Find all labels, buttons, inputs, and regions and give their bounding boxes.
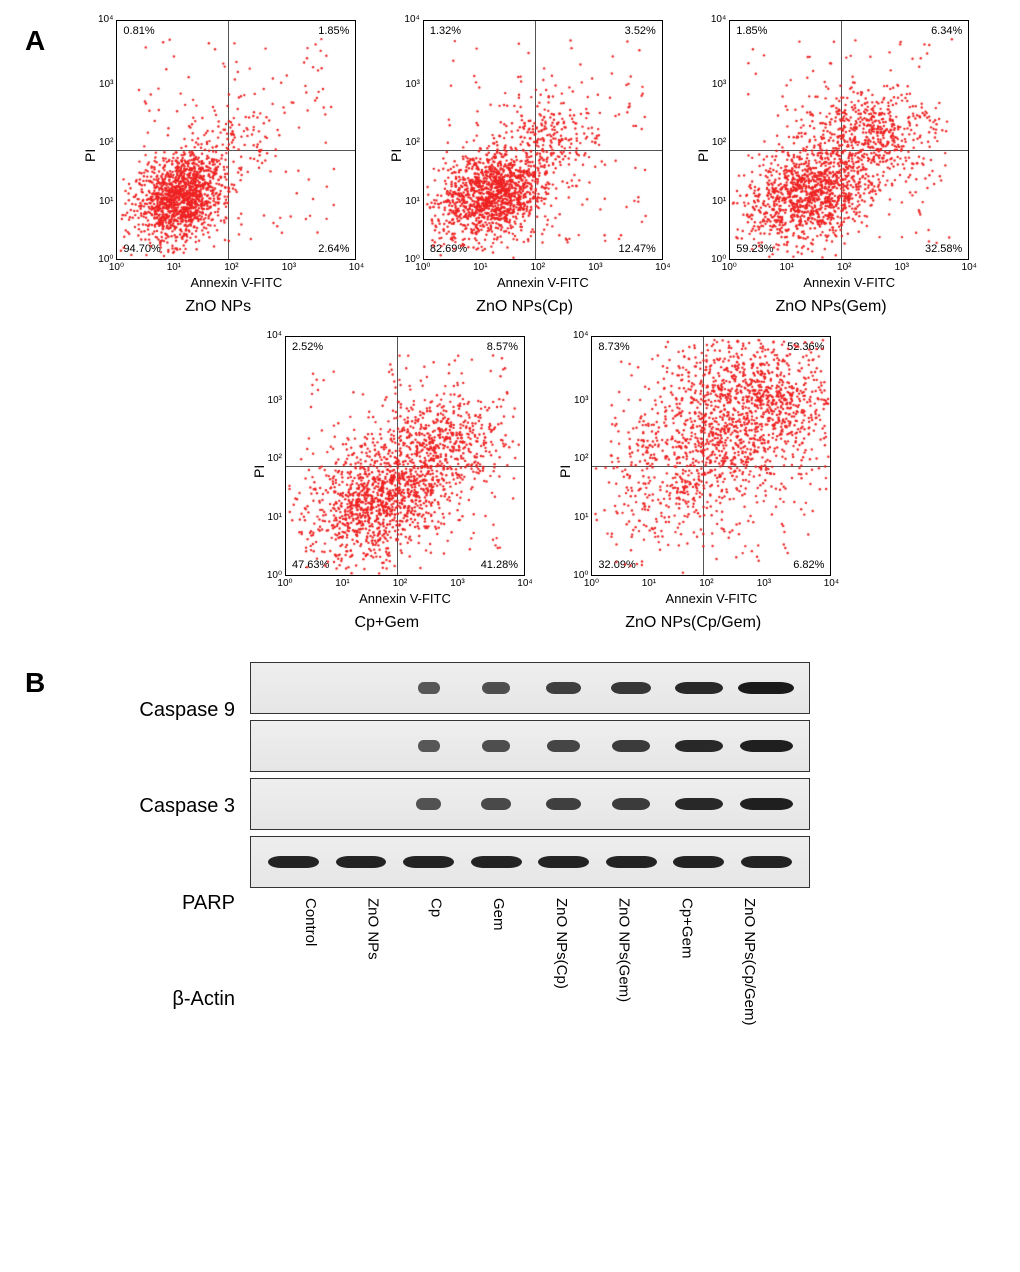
x-ticks: 10⁰10¹10²10³10⁴ (285, 576, 525, 589)
blot-row (250, 720, 810, 772)
scatter-plot: PI10⁰10¹10²10³10⁴8.73%52.36%32.09%6.82%1… (555, 336, 831, 632)
scatter-canvas: 0.81%1.85%94.70%2.64% (116, 20, 356, 260)
lane-label: Cp (427, 898, 444, 1048)
protein-label: Caspase 3 (80, 781, 235, 833)
blot-band (740, 798, 793, 810)
scatter-plot: PI10⁰10¹10²10³10⁴0.81%1.85%94.70%2.64%10… (80, 20, 356, 316)
lane-label: Control (302, 898, 319, 1048)
blot-band (403, 856, 454, 868)
blot-band (606, 856, 657, 868)
scatter-plot: PI10⁰10¹10²10³10⁴2.52%8.57%47.63%41.28%1… (249, 336, 525, 632)
blot-band (268, 856, 319, 868)
blot-band (418, 740, 440, 752)
blot-band (675, 798, 723, 810)
blot-row (250, 778, 810, 830)
scatter-plot: PI10⁰10¹10²10³10⁴1.32%3.52%82.69%12.47%1… (386, 20, 662, 316)
x-axis-label: Annexin V-FITC (116, 275, 356, 290)
y-axis-label: PI (80, 35, 98, 275)
scatter-canvas: 1.32%3.52%82.69%12.47% (423, 20, 663, 260)
panel-b-label: B (25, 667, 45, 699)
y-ticks: 10⁰10¹10²10³10⁴ (711, 20, 729, 260)
blot-band (612, 740, 650, 752)
protein-label: PARP (80, 877, 235, 929)
x-ticks: 10⁰10¹10²10³10⁴ (591, 576, 831, 589)
protein-label: Caspase 9 (80, 684, 235, 736)
y-ticks: 10⁰10¹10²10³10⁴ (98, 20, 116, 260)
protein-label: β-Actin (80, 974, 235, 1026)
scatter-plot: PI10⁰10¹10²10³10⁴1.85%6.34%59.23%32.58%1… (693, 20, 969, 316)
blot-band (416, 798, 441, 810)
western-blot-stack: Control ZnO NPs Cp Gem ZnO NPs(Cp) ZnO NPs(Ge… (250, 662, 810, 1048)
blot-band (611, 682, 651, 694)
scatter-canvas: 8.73%52.36%32.09%6.82% (591, 336, 831, 576)
blot-band (738, 682, 794, 694)
figure-root: A PI10⁰10¹10²10³10⁴0.81%1.85%94.70%2.64%… (20, 20, 1000, 1048)
y-axis-label: PI (249, 351, 267, 591)
blot-band (741, 856, 792, 868)
lane-label: ZnO NPs(Cp/Gem) (741, 898, 758, 1048)
x-ticks: 10⁰10¹10²10³10⁴ (116, 260, 356, 273)
y-axis-label: PI (693, 35, 711, 275)
blot-band (546, 682, 581, 694)
blot-band (482, 740, 509, 752)
panel-a: A PI10⁰10¹10²10³10⁴0.81%1.85%94.70%2.64%… (20, 20, 1000, 632)
blot-band (336, 856, 387, 868)
blot-band (481, 798, 511, 810)
scatter-title: Cp+Gem (355, 614, 419, 632)
lane-label: Cp+Gem (678, 898, 695, 1048)
blot-row (250, 662, 810, 714)
blot-band (482, 682, 509, 694)
blot-band (471, 856, 522, 868)
blot-band (612, 798, 650, 810)
lane-label: ZnO NPs(Gem) (616, 898, 633, 1048)
blot-band (546, 798, 581, 810)
scatter-title: ZnO NPs(Cp/Gem) (625, 614, 761, 632)
scatter-title: ZnO NPs (185, 298, 251, 316)
lane-label: Gem (490, 898, 507, 1048)
y-axis-label: PI (555, 351, 573, 591)
y-axis-label: PI (386, 35, 404, 275)
x-axis-label: Annexin V-FITC (423, 275, 663, 290)
x-axis-label: Annexin V-FITC (591, 591, 831, 606)
blot-band (675, 740, 723, 752)
scatter-canvas: 1.85%6.34%59.23%32.58% (729, 20, 969, 260)
x-ticks: 10⁰10¹10²10³10⁴ (729, 260, 969, 273)
blot-band (673, 856, 724, 868)
y-ticks: 10⁰10¹10²10³10⁴ (404, 20, 422, 260)
blot-band (740, 740, 793, 752)
lane-label: ZnO NPs (365, 898, 382, 1048)
scatter-title: ZnO NPs(Gem) (775, 298, 886, 316)
lane-label: ZnO NPs(Cp) (553, 898, 570, 1048)
y-ticks: 10⁰10¹10²10³10⁴ (573, 336, 591, 576)
scatter-canvas: 2.52%8.57%47.63%41.28% (285, 336, 525, 576)
western-blot-protein-labels: Caspase 9 Caspase 3 PARP β-Actin (80, 662, 250, 1048)
y-ticks: 10⁰10¹10²10³10⁴ (267, 336, 285, 576)
blot-band (418, 682, 440, 694)
blot-band (547, 740, 580, 752)
blot-band (538, 856, 589, 868)
x-ticks: 10⁰10¹10²10³10⁴ (423, 260, 663, 273)
blot-band (675, 682, 723, 694)
panel-b: B Caspase 9 Caspase 3 PARP β-Actin Control Z… (20, 662, 1000, 1048)
x-axis-label: Annexin V-FITC (285, 591, 525, 606)
x-axis-label: Annexin V-FITC (729, 275, 969, 290)
scatter-row-1: PI10⁰10¹10²10³10⁴0.81%1.85%94.70%2.64%10… (80, 20, 1000, 316)
western-blot-rows (250, 662, 810, 888)
panel-a-label: A (25, 25, 45, 57)
scatter-row-2: PI10⁰10¹10²10³10⁴2.52%8.57%47.63%41.28%1… (80, 336, 1000, 632)
western-blot-lane-labels: Control ZnO NPs Cp Gem ZnO NPs(Cp) ZnO NPs(Ge… (250, 898, 810, 1048)
scatter-title: ZnO NPs(Cp) (476, 298, 573, 316)
blot-row (250, 836, 810, 888)
